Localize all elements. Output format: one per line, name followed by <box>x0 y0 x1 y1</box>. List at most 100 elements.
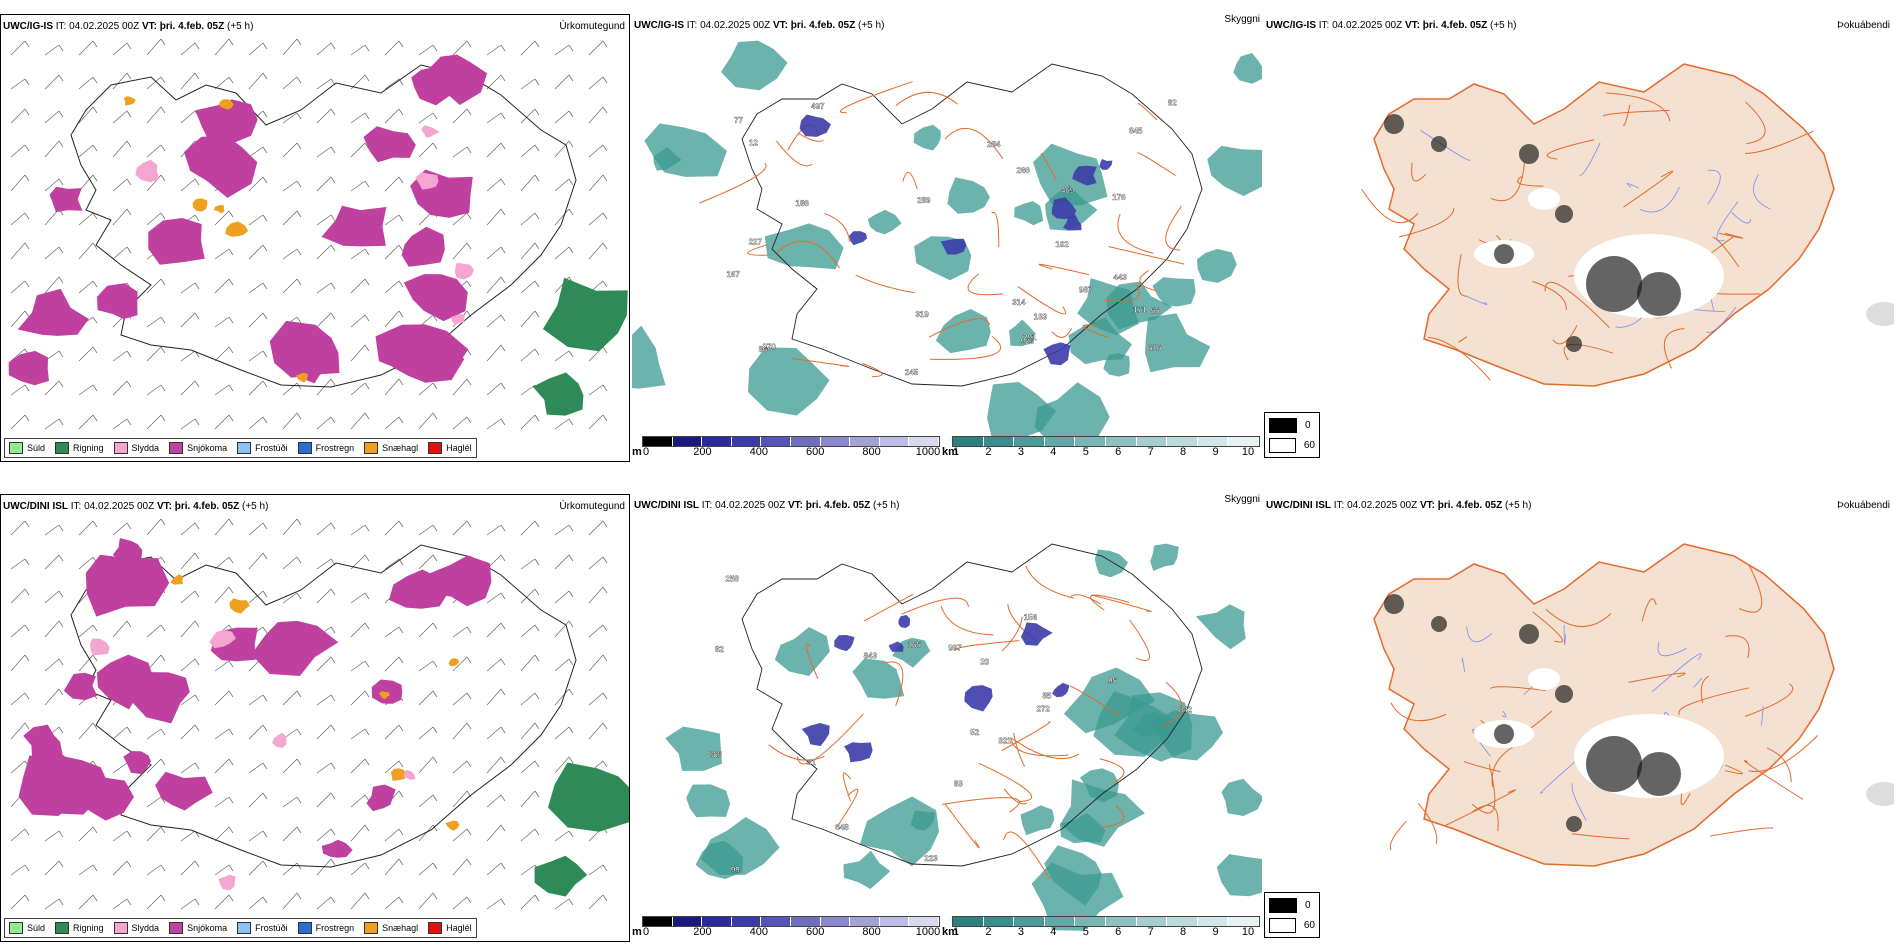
weather-area <box>1207 145 1262 196</box>
wind-barb <box>384 40 400 56</box>
wind-barb <box>214 690 230 706</box>
road <box>967 273 1004 296</box>
legend-swatch <box>55 442 70 454</box>
weather-area <box>1094 549 1128 578</box>
wind-barb <box>486 824 502 842</box>
wind-barb <box>160 212 166 220</box>
wind-barb <box>58 688 64 696</box>
road <box>1710 827 1774 837</box>
wind-barb <box>180 898 196 910</box>
wind-barb <box>146 144 162 158</box>
fog-area <box>1586 736 1642 792</box>
wind-barb <box>384 78 400 90</box>
road <box>1010 737 1069 757</box>
wind-barb <box>500 726 506 734</box>
wind-barb <box>452 212 468 226</box>
wind-barb <box>126 72 132 80</box>
weather-area <box>1099 159 1113 170</box>
wind-barb <box>248 176 264 192</box>
wind-barb <box>330 176 336 184</box>
road <box>1165 206 1182 251</box>
wind-barb <box>316 42 332 56</box>
road <box>1137 103 1158 121</box>
wind-barb <box>398 896 404 904</box>
road <box>699 162 767 204</box>
wind-barb <box>24 692 30 700</box>
road <box>1623 170 1674 208</box>
road <box>1139 270 1157 292</box>
wind-barb <box>316 78 332 90</box>
wind-barb <box>112 726 128 740</box>
wind-barb <box>262 350 268 358</box>
colorbar-tick: 0 <box>642 926 650 938</box>
wind-barb <box>126 140 132 148</box>
wind-barb <box>214 556 230 570</box>
wind-barb <box>466 692 472 700</box>
cloudbase-label: 95 <box>1108 677 1117 686</box>
wind-barb <box>602 692 608 700</box>
wind-barb <box>602 864 608 872</box>
wind-barb <box>486 112 502 124</box>
road <box>1129 619 1151 662</box>
weather-area <box>366 784 396 812</box>
wind-barb <box>520 864 536 876</box>
legend-item: Frostúði <box>237 442 288 454</box>
legend-label: Snjókoma <box>187 923 228 933</box>
wind-barb <box>520 242 536 260</box>
legend-item: Slydda <box>113 442 159 454</box>
wind-barb <box>554 554 570 570</box>
wind-barb <box>364 728 370 736</box>
wind-barb <box>588 894 604 910</box>
wind-barb <box>602 586 608 594</box>
legend-swatch <box>364 442 379 454</box>
wind-barb <box>282 690 298 706</box>
wind-barb <box>214 414 230 430</box>
wind-barb <box>466 760 472 768</box>
colorbar-tick: 1000 <box>915 926 941 938</box>
colorbar-tick: 0 <box>642 446 650 458</box>
cloudbase-label: 997 <box>948 644 962 653</box>
wind-barb <box>112 762 128 774</box>
wind-barb <box>350 862 366 876</box>
wind-barb <box>452 896 468 910</box>
weather-area <box>219 99 234 110</box>
wind-barb <box>262 244 268 252</box>
road <box>1444 789 1516 827</box>
wind-barb <box>520 894 536 910</box>
wind-barb <box>486 74 502 90</box>
cloudbase-label: 82 <box>715 645 724 654</box>
wind-barb <box>588 414 604 430</box>
wind-barb <box>384 310 400 328</box>
wind-barb <box>418 756 434 774</box>
wind-barb <box>112 72 128 90</box>
road <box>1457 254 1468 297</box>
legend-swatch <box>428 922 443 934</box>
colorbar-swatch <box>909 437 939 446</box>
weather-area <box>403 274 468 322</box>
wind-barb <box>126 110 132 118</box>
wind-barb <box>248 522 264 536</box>
weather-area <box>429 54 488 105</box>
road <box>1748 735 1819 772</box>
wind-barb <box>262 762 268 770</box>
cloudbase-label: 133 <box>1034 313 1048 322</box>
colorbar-swatch <box>1014 437 1045 446</box>
road <box>1490 162 1525 202</box>
weather-area <box>774 627 830 676</box>
legend-swatch <box>55 922 70 934</box>
wind-barb <box>500 178 506 186</box>
colorbar-swatch <box>1136 917 1168 926</box>
weather-area <box>455 262 475 280</box>
wind-barb <box>520 108 536 124</box>
wind-barb <box>10 212 26 226</box>
wind-barb <box>588 556 604 570</box>
legend-swatch <box>113 442 128 454</box>
wind-barb <box>180 830 196 842</box>
wind-barb <box>520 828 536 842</box>
river <box>1501 710 1507 718</box>
wind-barb <box>330 694 336 702</box>
wind-barb <box>58 726 64 734</box>
legend-swatch <box>428 442 443 454</box>
wind-barb <box>92 826 98 834</box>
wind-barb <box>10 864 26 876</box>
